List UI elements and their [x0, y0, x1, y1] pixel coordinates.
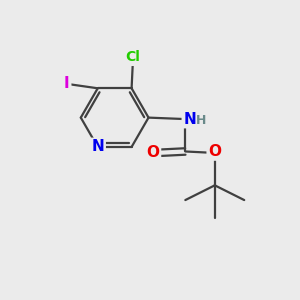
Text: Cl: Cl — [126, 50, 140, 64]
Text: H: H — [196, 114, 207, 127]
Text: I: I — [64, 76, 70, 92]
Text: N: N — [183, 112, 196, 127]
Text: O: O — [208, 144, 221, 159]
Text: O: O — [146, 146, 159, 160]
Text: N: N — [92, 140, 104, 154]
